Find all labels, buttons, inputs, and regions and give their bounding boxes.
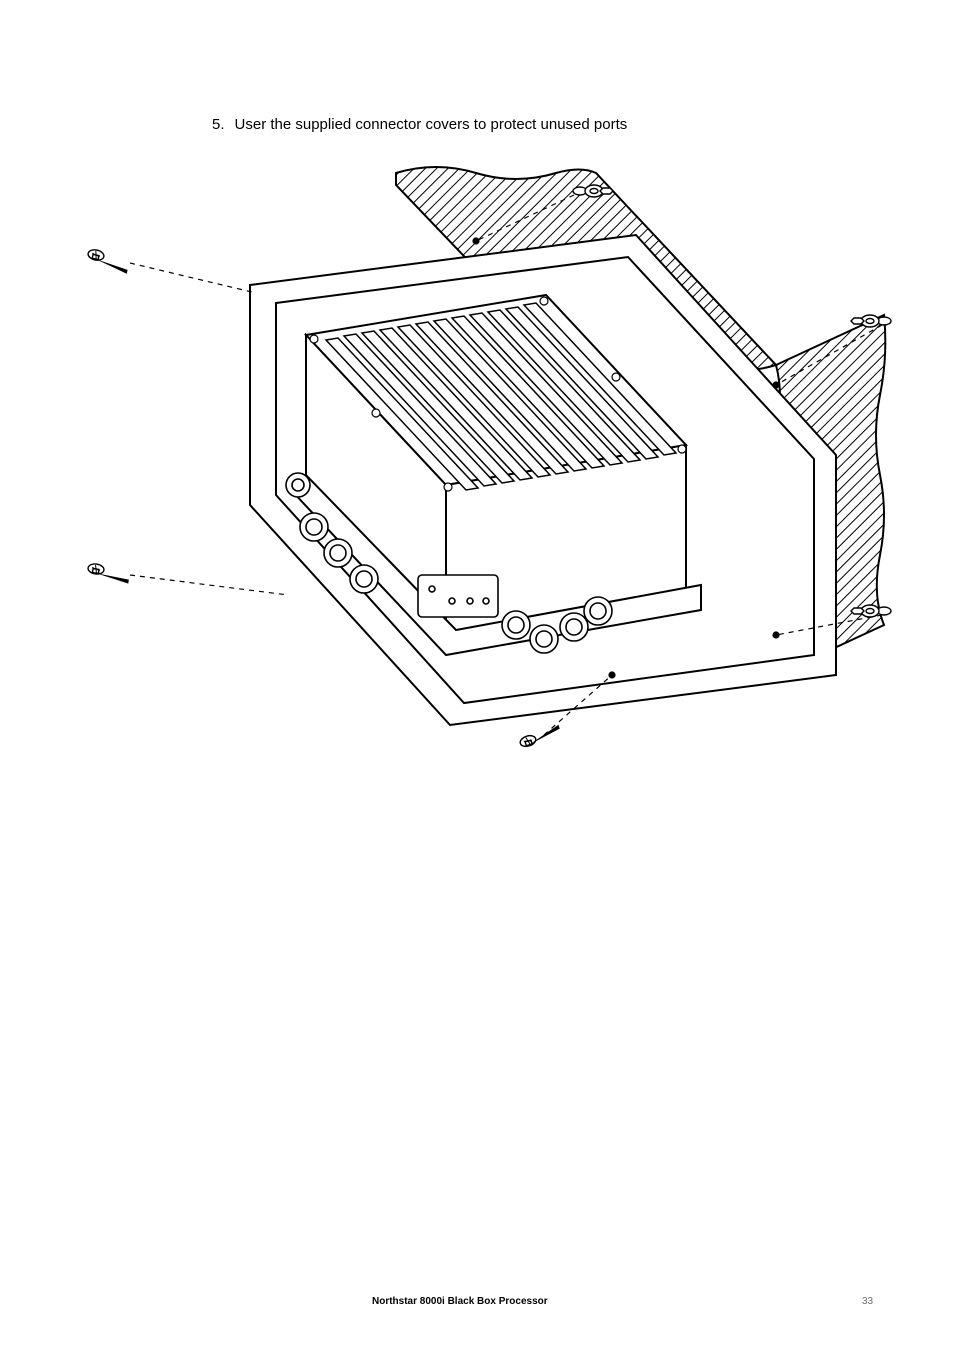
instruction-number: 5. [212, 116, 225, 133]
processor-line-art-icon [76, 155, 896, 755]
processor-mount-illustration [76, 155, 896, 755]
instruction-step: 5. User the supplied connector covers to… [212, 116, 627, 133]
instruction-text: User the supplied connector covers to pr… [235, 116, 628, 133]
footer-document-title: Northstar 8000i Black Box Processor [372, 1296, 548, 1307]
page-root: 5. User the supplied connector covers to… [0, 0, 954, 1350]
footer-page-number: 33 [862, 1296, 873, 1307]
